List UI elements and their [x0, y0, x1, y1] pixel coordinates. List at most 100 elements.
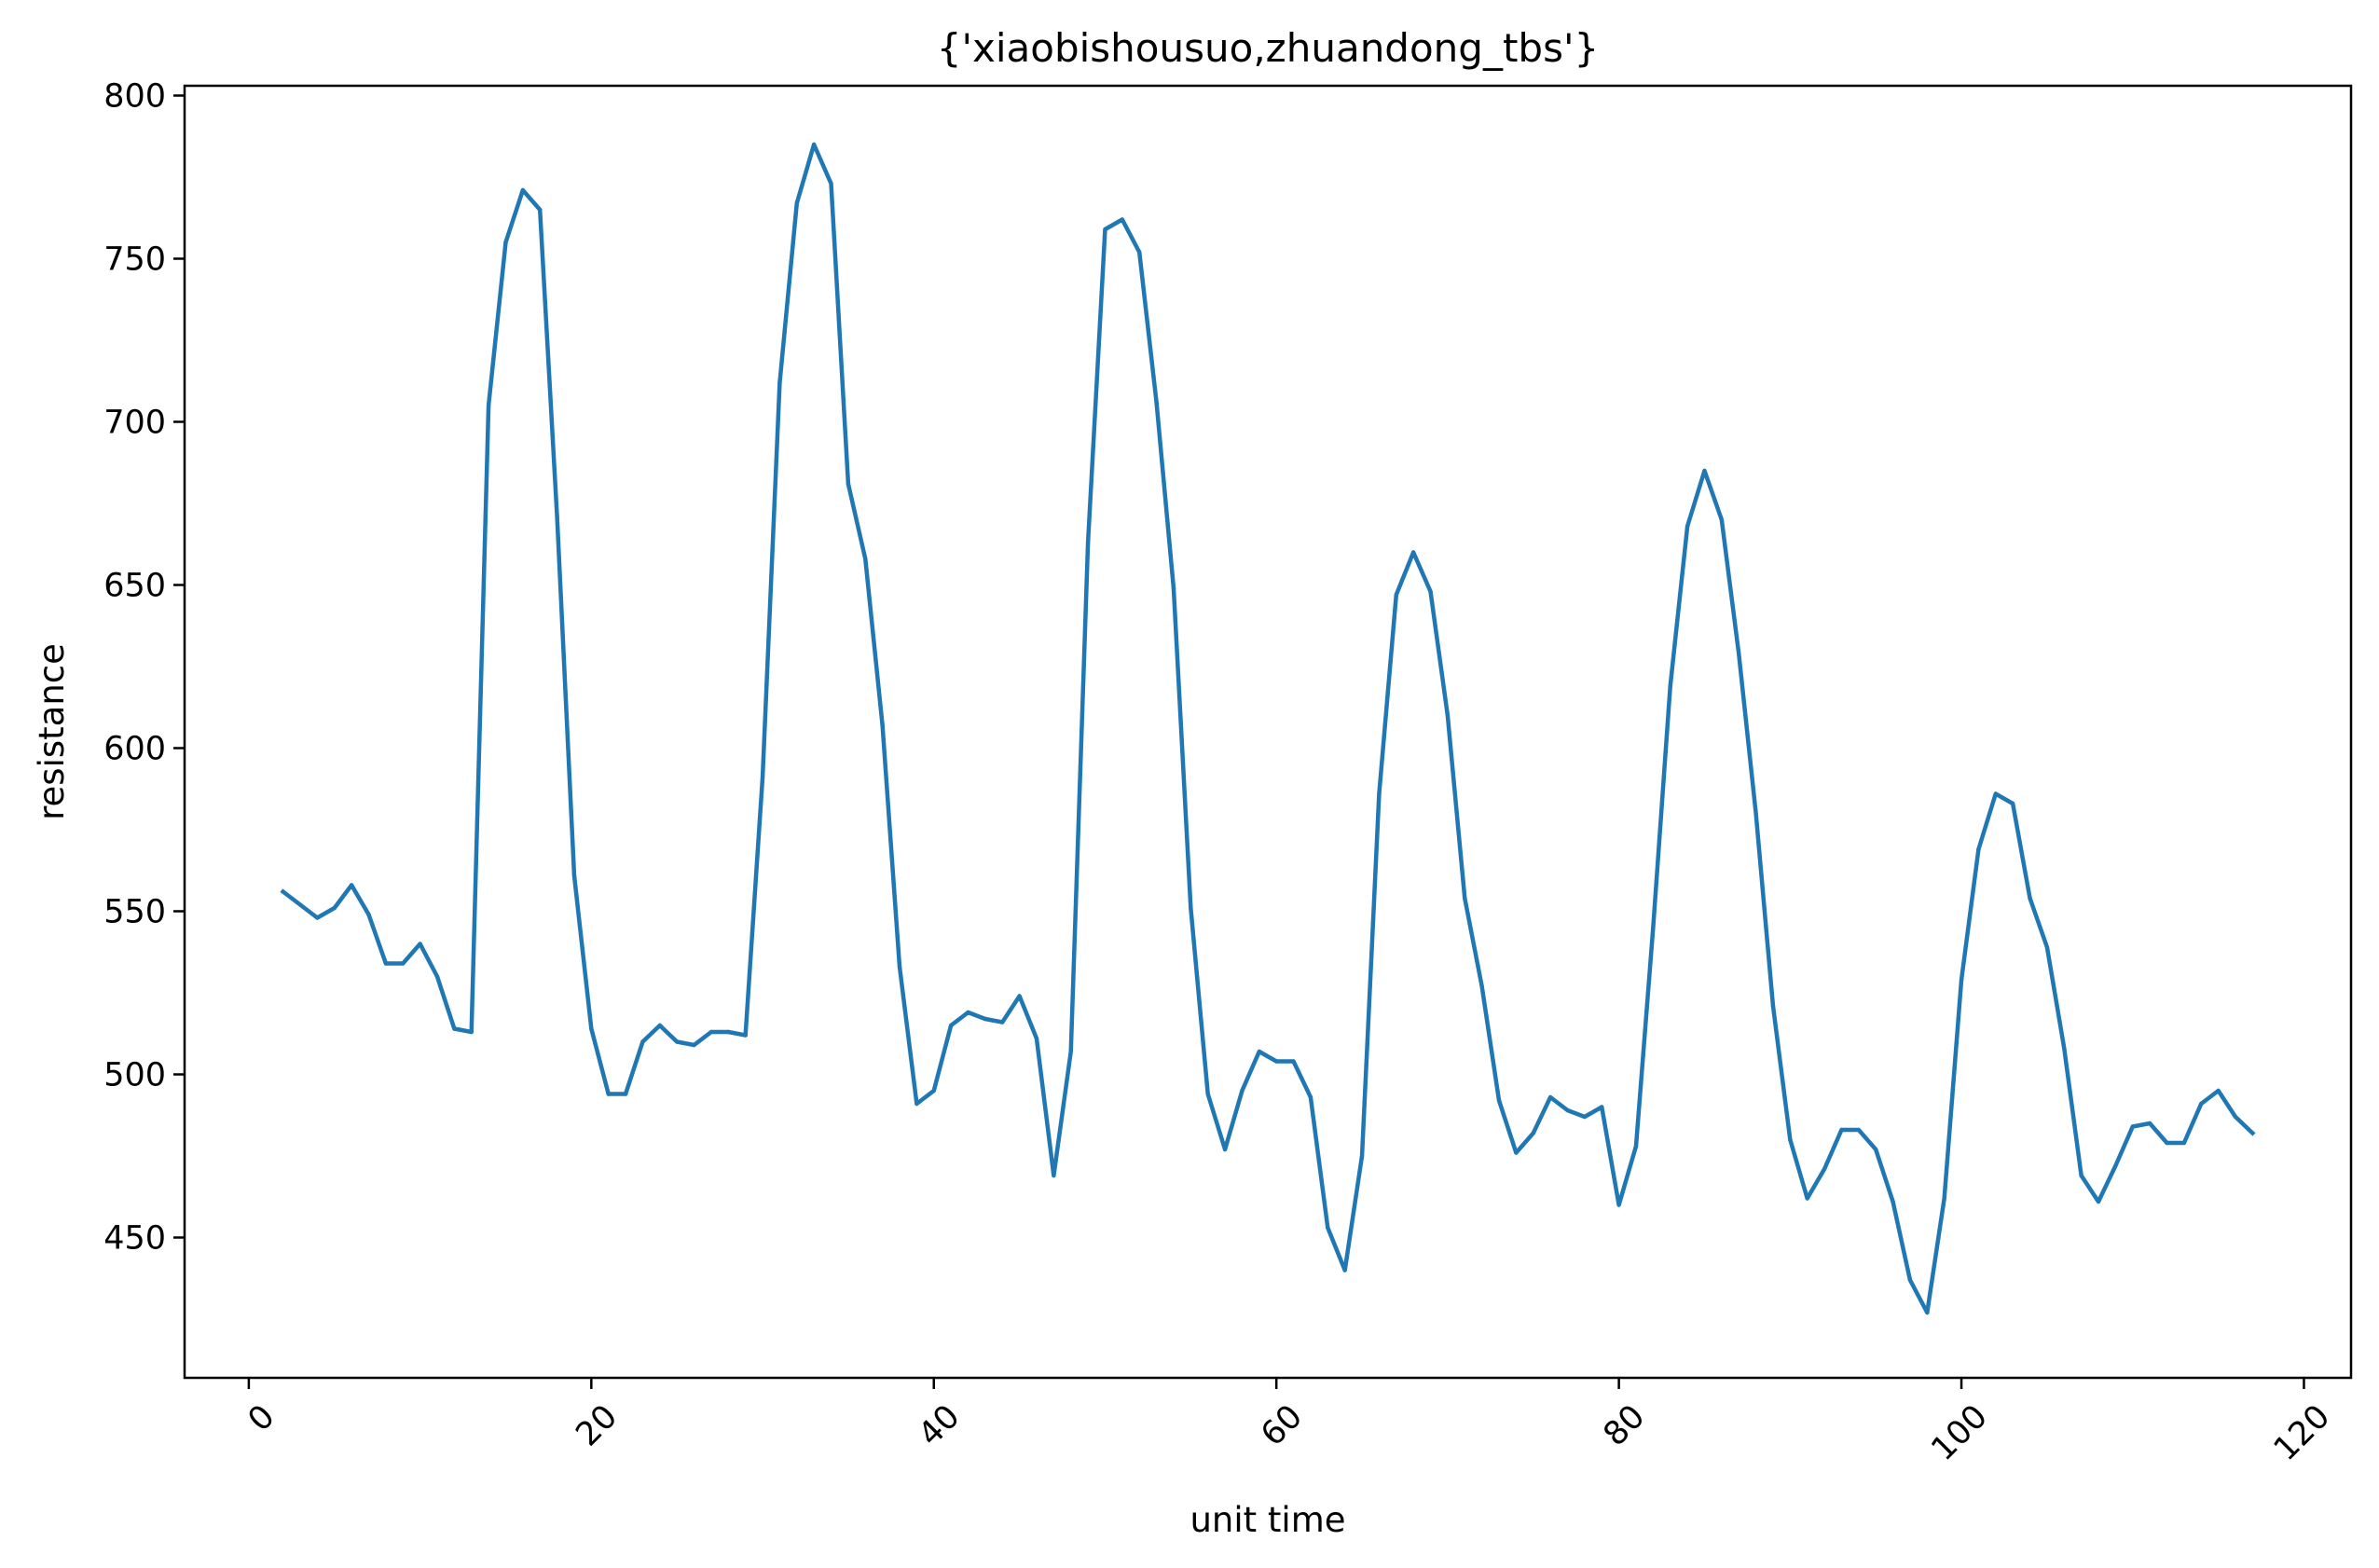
data-point — [931, 1088, 936, 1093]
data-point — [1257, 1049, 1262, 1054]
data-point — [1531, 1131, 1535, 1135]
data-point — [434, 974, 440, 979]
x-tick-label: 0 — [241, 1398, 282, 1439]
data-point — [914, 1101, 919, 1107]
data-point — [1034, 1036, 1039, 1041]
data-point — [2130, 1124, 2135, 1129]
data-point — [571, 873, 577, 878]
data-point — [1959, 977, 1964, 983]
x-tick-label: 120 — [2267, 1398, 2338, 1469]
data-point — [469, 1029, 474, 1035]
data-point — [1737, 651, 1741, 656]
data-point — [1154, 400, 1159, 405]
data-point — [401, 961, 406, 966]
data-point — [1222, 1147, 1228, 1152]
data-point — [2079, 1173, 2083, 1178]
data-point — [966, 1010, 970, 1015]
data-point — [589, 1026, 594, 1031]
data-point — [383, 961, 389, 966]
data-point — [1925, 1310, 1930, 1315]
data-point — [520, 187, 526, 193]
data-point — [846, 481, 851, 487]
data-point — [897, 964, 902, 970]
data-point — [2062, 1046, 2067, 1051]
data-point — [1993, 791, 1998, 796]
data-point — [1291, 1059, 1296, 1064]
data-point — [1463, 896, 1467, 901]
data-point — [281, 889, 285, 894]
x-axis-ticks: 0 20 40 60 80 100 120 — [241, 1378, 2338, 1469]
plot-frame — [183, 84, 2353, 1380]
data-point — [1017, 994, 1022, 998]
data-point — [623, 1092, 628, 1096]
y-tick-label: 800 — [103, 78, 166, 116]
data-point — [538, 207, 543, 213]
data-point — [2216, 1088, 2221, 1093]
data-point — [1822, 1166, 1827, 1172]
y-tick-label: 450 — [103, 1220, 166, 1258]
data-point — [2113, 1163, 2118, 1168]
y-axis-ticks: 450 500 550 600 650 700 750 800 — [103, 78, 185, 1258]
data-point — [349, 883, 354, 887]
data-point — [1942, 1196, 1946, 1201]
y-tick-label: 550 — [103, 894, 166, 931]
data-point — [1342, 1268, 1347, 1272]
data-point — [2250, 1131, 2255, 1135]
x-tick-label: 80 — [1597, 1398, 1653, 1454]
x-axis-label: unit time — [1190, 1500, 1345, 1540]
data-point — [1189, 905, 1193, 911]
data-point — [1770, 1003, 1776, 1009]
data-point — [863, 557, 868, 561]
data-point — [1891, 1199, 1895, 1204]
data-point — [1068, 1049, 1073, 1054]
data-point — [1171, 585, 1176, 591]
data-point — [1788, 1137, 1793, 1142]
data-point — [1410, 550, 1416, 555]
y-tick-label: 700 — [103, 405, 166, 442]
x-tick-label: 20 — [569, 1398, 625, 1454]
plot-area — [280, 142, 2256, 1315]
data-point — [1137, 250, 1142, 254]
data-point — [1565, 1107, 1570, 1113]
data-point — [1702, 468, 1707, 474]
y-axis-label: resistance — [32, 643, 72, 820]
data-point — [1651, 925, 1656, 930]
data-point — [1445, 713, 1451, 718]
data-point — [2010, 801, 2015, 806]
x-tick-label: 100 — [1924, 1398, 1995, 1469]
data-point — [1839, 1127, 1844, 1133]
chart-title: {'xiaobishousuo,zhuandong_tbs'} — [937, 25, 1599, 71]
data-point — [1359, 1153, 1365, 1159]
data-point — [829, 181, 833, 186]
data-point — [1907, 1277, 1913, 1283]
data-point — [983, 1016, 988, 1022]
data-point — [1205, 1092, 1210, 1096]
data-point — [1856, 1127, 1862, 1133]
data-point — [743, 1033, 748, 1038]
series-line — [280, 142, 2256, 1315]
data-point — [640, 1039, 645, 1044]
x-tick-label: 60 — [1254, 1398, 1310, 1454]
data-point — [418, 942, 422, 946]
data-point — [777, 380, 782, 385]
data-point — [1600, 1105, 1604, 1109]
data-point — [1428, 589, 1433, 594]
data-point — [2181, 1140, 2187, 1146]
data-point — [692, 1042, 696, 1048]
data-point — [332, 905, 337, 911]
data-point — [2028, 896, 2032, 901]
data-point — [1547, 1094, 1553, 1100]
data-point — [1308, 1094, 1313, 1100]
data-point — [2233, 1114, 2238, 1120]
data-point — [657, 1023, 663, 1028]
data-point — [1326, 1225, 1330, 1231]
data-point — [2044, 944, 2050, 950]
data-point — [1668, 683, 1672, 689]
data-point — [1103, 227, 1107, 232]
data-point — [1273, 1059, 1279, 1064]
data-point — [2096, 1199, 2101, 1204]
data-point — [1719, 517, 1725, 522]
data-point — [1479, 983, 1484, 989]
